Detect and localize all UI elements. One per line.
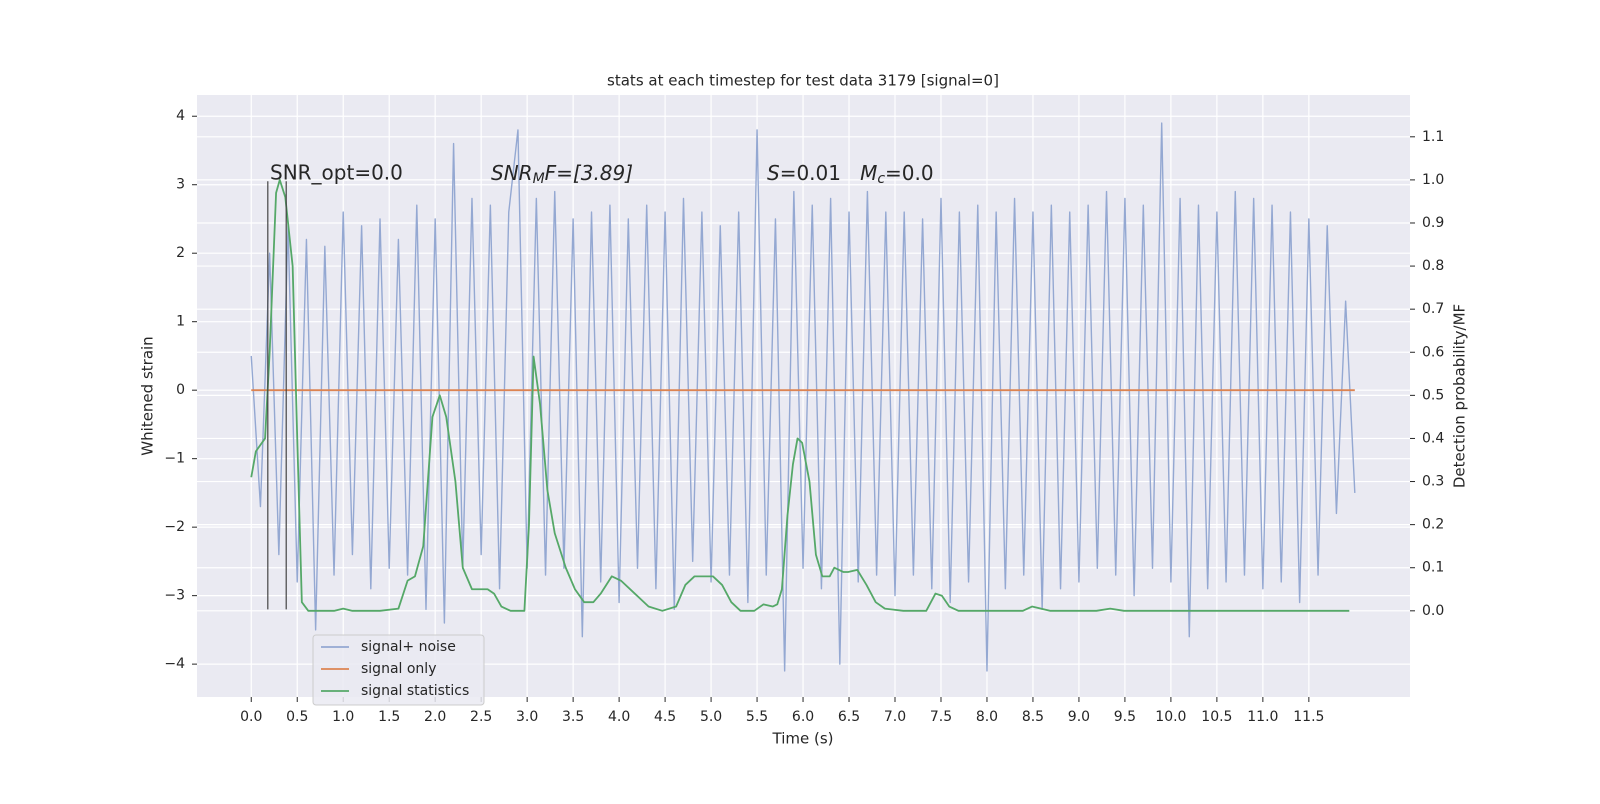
x-tick-label: 7.0 (884, 709, 906, 725)
x-tick-label: 10.5 (1201, 709, 1232, 725)
y2-axis-label: Detection probability/MF (1451, 304, 1469, 488)
x-tick-label: 8.5 (1022, 709, 1044, 725)
x-tick-label: 0.5 (286, 709, 308, 725)
y-axis-label: Whitened strain (139, 336, 157, 455)
y2-tick-label: 0.6 (1422, 344, 1444, 360)
x-tick-label: 6.0 (792, 709, 814, 725)
annotation: SNR_opt=0.0 (270, 161, 403, 185)
y2-tick-label: 0.9 (1422, 215, 1444, 231)
x-tick-label: 4.5 (654, 709, 676, 725)
x-tick-label: 11.5 (1293, 709, 1324, 725)
y-tick-label: −3 (164, 588, 185, 604)
annotation-part: M (860, 161, 877, 185)
y2-tick-label: 0.0 (1422, 603, 1444, 619)
x-tick-label: 2.0 (424, 709, 446, 725)
grid (192, 95, 1415, 702)
y-tick-label: 0 (176, 382, 185, 398)
legend-label: signal only (361, 661, 436, 677)
x-tick-label: 9.5 (1114, 709, 1136, 725)
annotation-part: =0.0 (885, 161, 934, 185)
y-tick-label: 4 (176, 108, 185, 124)
y2-tick-label: 0.3 (1422, 474, 1444, 490)
y-tick-label: −1 (164, 451, 185, 467)
y2-tick-label: 0.8 (1422, 258, 1444, 274)
y2-tick-label: 0.2 (1422, 517, 1444, 533)
x-tick-label: 8.0 (976, 709, 998, 725)
legend-label: signal+ noise (361, 639, 456, 655)
legend: signal+ noise signal only signal statistic… (312, 634, 485, 706)
x-tick-label: 5.5 (746, 709, 768, 725)
chart-title: stats at each timestep for test data 317… (607, 72, 999, 90)
y2-tick-label: 0.4 (1422, 430, 1444, 446)
y-tick-label: 2 (176, 245, 185, 261)
x-tick-label: 4.0 (608, 709, 630, 725)
y2-tick-label: 0.1 (1422, 560, 1444, 576)
annotation-part: SNR (491, 161, 533, 185)
marks (250, 122, 1356, 672)
x-tick-label: 2.5 (470, 709, 492, 725)
y-tick-label: −2 (164, 519, 185, 535)
x-axis-label: Time (s) (772, 730, 834, 748)
y2-tick-label: 0.5 (1422, 387, 1444, 403)
annotation-part: M (533, 171, 545, 187)
x-tick-label: 6.5 (838, 709, 860, 725)
x-tick-label: 7.5 (930, 709, 952, 725)
annotation-part: =0.01 (780, 161, 860, 185)
x-tick-label: 1.5 (378, 709, 400, 725)
legend-box (312, 634, 485, 706)
x-tick-label: 3.5 (562, 709, 584, 725)
x-tick-label: 5.0 (700, 709, 722, 725)
x-tick-label: 10.0 (1155, 709, 1186, 725)
y-tick-label: 1 (176, 314, 185, 330)
y2-tick-label: 1.1 (1422, 129, 1444, 145)
y2-tick-label: 1.0 (1422, 172, 1444, 188)
annotation-part: c (877, 171, 885, 187)
x-tick-label: 0.0 (240, 709, 262, 725)
annotation: S=0.01 Mc=0.0 (767, 161, 934, 188)
annotation-part: S (767, 161, 780, 185)
annotation: SNRMF=[3.89] (491, 161, 633, 188)
legend-label: signal statistics (361, 683, 469, 699)
x-tick-label: 1.0 (332, 709, 354, 725)
x-tick-label: 9.0 (1068, 709, 1090, 725)
series-line (250, 122, 1356, 672)
series-line (250, 178, 1350, 612)
annotation-part: F=[3.89] (545, 161, 633, 185)
y2-tick-label: 0.7 (1422, 301, 1444, 317)
y-tick-label: −4 (164, 656, 185, 672)
y-tick-label: 3 (176, 177, 185, 193)
x-tick-label: 11.0 (1247, 709, 1278, 725)
x-tick-label: 3.0 (516, 709, 538, 725)
